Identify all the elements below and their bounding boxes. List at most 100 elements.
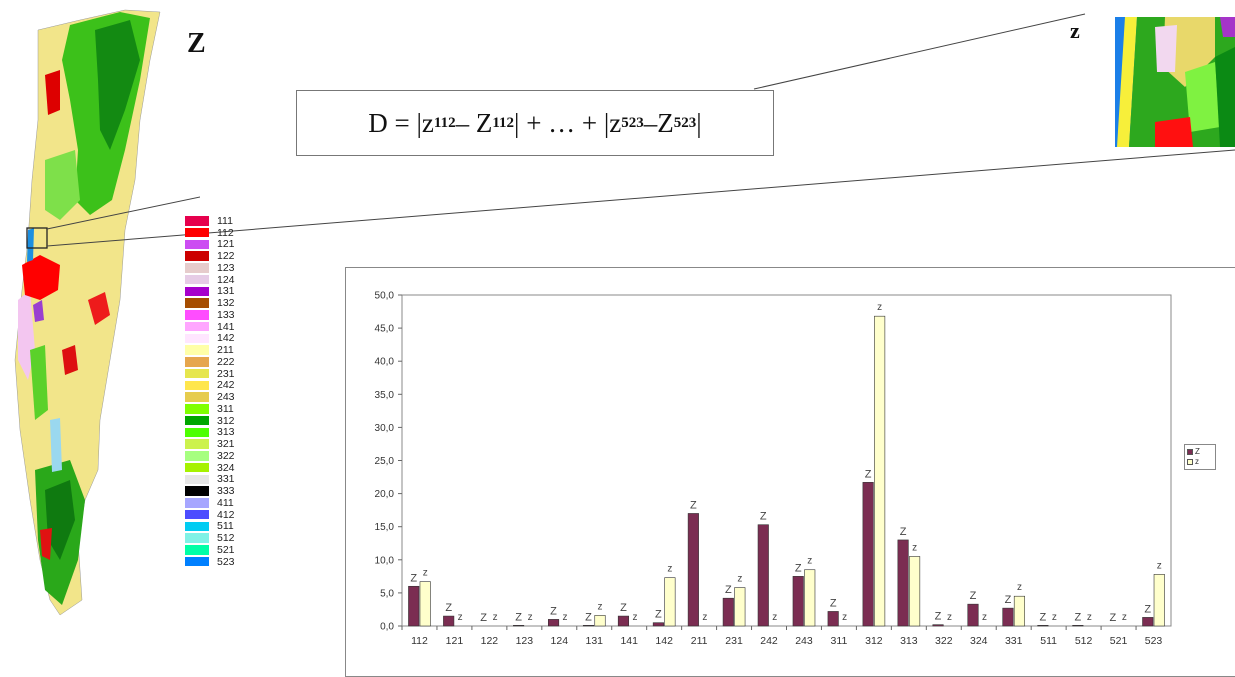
legend-code: 141 xyxy=(217,320,235,333)
legend-code: 311 xyxy=(217,402,234,415)
bar-label-z: z xyxy=(877,302,882,313)
bar-z xyxy=(804,569,816,627)
bar-label-Z: Z xyxy=(935,611,942,623)
legend-item-512: 512 xyxy=(185,532,235,544)
legend-swatch xyxy=(185,321,209,332)
x-tick-label: 142 xyxy=(655,635,673,647)
bar-label-z: z xyxy=(1017,582,1022,593)
land-cover-map xyxy=(14,9,200,616)
bar-label-z: z xyxy=(1122,612,1127,623)
map-forest-band-dark xyxy=(95,20,140,150)
legend-code: 124 xyxy=(217,273,235,286)
y-tick-label: 30,0 xyxy=(375,423,395,434)
legend-item-322: 322 xyxy=(185,450,235,462)
bar-label-Z: Z xyxy=(1109,612,1116,624)
bar-Z xyxy=(967,603,979,627)
x-tick-label: 131 xyxy=(585,635,603,647)
bar-label-Z: Z xyxy=(795,562,802,574)
legend-code: 523 xyxy=(217,555,235,568)
bar-label-z: z xyxy=(947,612,952,623)
legend-swatch xyxy=(185,333,209,344)
bar-Z xyxy=(827,611,839,627)
legend-swatch xyxy=(185,345,209,355)
bar-label-Z: Z xyxy=(480,612,487,624)
bar-label-z: z xyxy=(528,612,533,623)
chart-legend-label-z: z xyxy=(1195,457,1199,466)
legend-item-111: 111 xyxy=(185,215,235,227)
x-tick-label: 122 xyxy=(481,635,499,647)
formula-sub-1: 112 xyxy=(433,114,456,131)
bar-label-z: z xyxy=(807,556,812,567)
zoom-inset-map xyxy=(1115,17,1235,147)
bar-Z xyxy=(722,597,734,627)
bar-Z xyxy=(1072,625,1084,627)
legend-swatch xyxy=(185,462,209,473)
map-region-shapes xyxy=(14,9,161,616)
legend-item-222: 222 xyxy=(185,356,235,368)
legend-item-521: 521 xyxy=(185,544,235,556)
legend-item-331: 331 xyxy=(185,473,235,485)
x-tick-label: 324 xyxy=(970,635,988,647)
legend-code: 322 xyxy=(217,449,235,462)
y-tick-label: 20,0 xyxy=(375,489,395,500)
x-tick-label: 311 xyxy=(831,635,848,647)
legend-item-324: 324 xyxy=(185,462,235,474)
bar-Z xyxy=(1037,625,1049,627)
bar-label-Z: Z xyxy=(445,602,452,614)
bar-chart: 0,0 5,0 10,0 15,0 20,0 25,0 30,0 35,0 40,0 45,0 50… xyxy=(375,291,1172,647)
bar-label-z: z xyxy=(772,612,777,623)
legend-item-133: 133 xyxy=(185,309,235,321)
y-tick-label: 25,0 xyxy=(375,456,395,467)
x-tick-label: 112 xyxy=(411,635,428,647)
bar-z xyxy=(874,315,886,627)
bar-Z xyxy=(757,524,769,627)
legend-item-131: 131 xyxy=(185,285,235,297)
chart-legend-swatch-Z xyxy=(1187,449,1193,455)
map-urban-red-4 xyxy=(62,345,78,375)
y-tick-label: 35,0 xyxy=(375,390,395,401)
legend-swatch xyxy=(185,310,209,320)
bar-Z xyxy=(547,619,560,627)
bar-z xyxy=(419,581,431,627)
legend-swatch xyxy=(185,251,209,261)
legend-item-121: 121 xyxy=(185,238,235,250)
bar-label-Z: Z xyxy=(760,511,767,523)
legend-item-211: 211 xyxy=(185,344,235,356)
legend-code: 211 xyxy=(217,344,234,357)
map-urban-red-5 xyxy=(40,528,52,560)
legend-swatch xyxy=(185,404,209,414)
x-tick-label: 511 xyxy=(1040,635,1057,647)
chart-legend-item-Z: Z xyxy=(1187,447,1213,457)
legend-swatch xyxy=(185,415,209,426)
legend-item-231: 231 xyxy=(185,368,235,380)
legend-item-243: 243 xyxy=(185,391,235,403)
formula-part-3: | + … + |z xyxy=(514,107,622,138)
legend-swatch xyxy=(185,509,209,520)
legend-swatch xyxy=(185,357,209,367)
bar-label-z: z xyxy=(632,612,637,623)
chart-legend: Z z xyxy=(1184,444,1216,470)
bar-label-z: z xyxy=(458,612,463,623)
legend-code: 411 xyxy=(217,496,234,509)
legend-swatch xyxy=(185,274,209,285)
plot-area-frame xyxy=(401,294,1172,627)
bar-z xyxy=(594,615,606,627)
bar-label-Z: Z xyxy=(655,609,662,621)
bar-label-Z: Z xyxy=(690,499,697,511)
legend-code: 312 xyxy=(217,414,235,427)
bar-Z xyxy=(617,615,630,627)
legend-item-132: 132 xyxy=(185,297,235,309)
legend-item-333: 333 xyxy=(185,485,235,497)
bar-label-z: z xyxy=(1157,560,1162,571)
legend-swatch xyxy=(185,521,209,532)
x-tick-label: 322 xyxy=(935,635,953,647)
x-tick-label: 211 xyxy=(691,635,708,647)
x-tick-label: 231 xyxy=(725,635,743,647)
bar-label-z: z xyxy=(982,612,987,623)
bar-Z xyxy=(932,624,944,627)
bar-z xyxy=(664,577,676,627)
bar-Z xyxy=(862,482,874,627)
x-tick-label: 512 xyxy=(1075,635,1093,647)
chart-legend-label-Z: Z xyxy=(1195,447,1200,456)
